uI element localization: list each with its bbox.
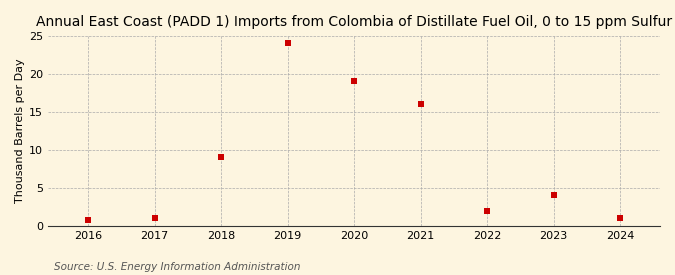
Point (82, 218, 93, 222)
Text: Source: U.S. Energy Information Administration: Source: U.S. Energy Information Administ… (54, 262, 300, 272)
Point (282, 40, 293, 45)
Point (615, 216, 626, 221)
Point (415, 102, 426, 106)
Y-axis label: Thousand Barrels per Day: Thousand Barrels per Day (15, 59, 25, 203)
Point (349, 79, 360, 84)
Point (482, 209, 493, 214)
Point (548, 192, 559, 197)
Title: Annual East Coast (PADD 1) Imports from Colombia of Distillate Fuel Oil, 0 to 15: Annual East Coast (PADD 1) Imports from … (36, 15, 672, 29)
Point (149, 216, 160, 221)
Point (216, 155, 227, 159)
